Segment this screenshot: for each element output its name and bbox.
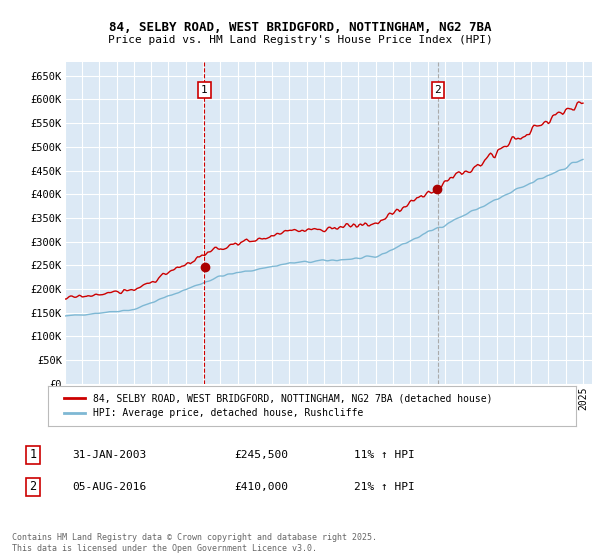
Text: £410,000: £410,000 bbox=[234, 482, 288, 492]
Text: 2: 2 bbox=[434, 85, 441, 95]
Text: 1: 1 bbox=[29, 449, 37, 461]
Text: 84, SELBY ROAD, WEST BRIDGFORD, NOTTINGHAM, NG2 7BA: 84, SELBY ROAD, WEST BRIDGFORD, NOTTINGH… bbox=[109, 21, 491, 34]
Text: Price paid vs. HM Land Registry's House Price Index (HPI): Price paid vs. HM Land Registry's House … bbox=[107, 35, 493, 45]
Text: 1: 1 bbox=[201, 85, 208, 95]
Text: 05-AUG-2016: 05-AUG-2016 bbox=[72, 482, 146, 492]
Text: 21% ↑ HPI: 21% ↑ HPI bbox=[354, 482, 415, 492]
Text: 31-JAN-2003: 31-JAN-2003 bbox=[72, 450, 146, 460]
Text: 2: 2 bbox=[29, 480, 37, 493]
Legend: 84, SELBY ROAD, WEST BRIDGFORD, NOTTINGHAM, NG2 7BA (detached house), HPI: Avera: 84, SELBY ROAD, WEST BRIDGFORD, NOTTINGH… bbox=[58, 388, 499, 424]
Text: 11% ↑ HPI: 11% ↑ HPI bbox=[354, 450, 415, 460]
Text: £245,500: £245,500 bbox=[234, 450, 288, 460]
Text: Contains HM Land Registry data © Crown copyright and database right 2025.
This d: Contains HM Land Registry data © Crown c… bbox=[12, 533, 377, 553]
